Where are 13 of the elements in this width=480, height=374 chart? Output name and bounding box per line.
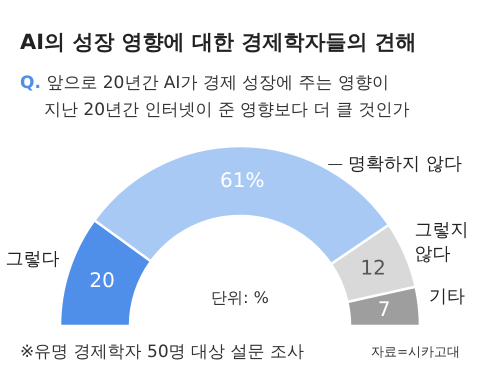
slice-label: 그렇지 않다 [414,220,468,265]
slice-label: 그렇다 [5,248,60,270]
chart-subtitle: Q. 앞으로 20년간 AI가 경제 성장에 주는 영향이 지난 20년간 인터넷이 준 영향보다 더 클 것인가 [20,72,410,122]
data-label: 20 [89,268,115,292]
slice-label: 기타 [428,286,465,308]
chart-title: AI의 성장 영향에 대한 경제학자들의 견해 [20,29,417,56]
slice-label: 명확하지 않다 [348,154,462,175]
text: 단위: % [211,288,269,307]
text: ※유명 경제학자 50명 대상 설문 조사 [20,342,304,362]
data-label: 7 [378,297,390,322]
data-label: 61% [220,168,265,192]
text: 자료=시카고대 [371,345,460,360]
data-label: 12 [360,255,386,280]
